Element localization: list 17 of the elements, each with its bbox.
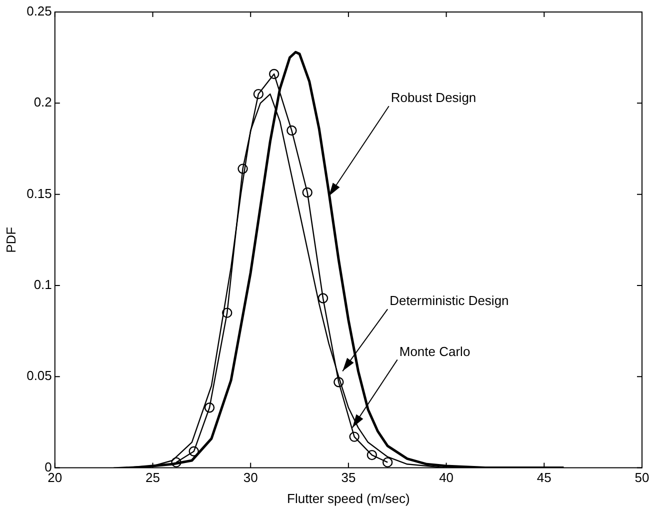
y-tick-label: 0.25 — [26, 4, 52, 19]
annotation: Deterministic Design — [390, 293, 509, 308]
x-tick-label: 35 — [341, 470, 356, 486]
x-tick-label: 45 — [536, 470, 552, 486]
y-tick-label: 0.1 — [34, 277, 52, 292]
x-tick-label: 40 — [439, 470, 454, 486]
y-tick-label: 0 — [44, 459, 52, 474]
x-tick-label: 30 — [243, 470, 258, 486]
x-tick-label: 50 — [634, 470, 650, 486]
y-tick-label: 0.15 — [26, 186, 52, 201]
x-tick-label: 25 — [146, 470, 160, 486]
y-axis-title: PDF — [3, 226, 18, 253]
x-axis-title: Flutter speed (m/sec) — [287, 490, 410, 506]
annotation: Robust Design — [390, 90, 476, 106]
y-tick-label: 0.05 — [26, 368, 52, 384]
y-tick-label: 0.2 — [34, 94, 52, 110]
annotation: Monte Carlo — [399, 344, 470, 359]
